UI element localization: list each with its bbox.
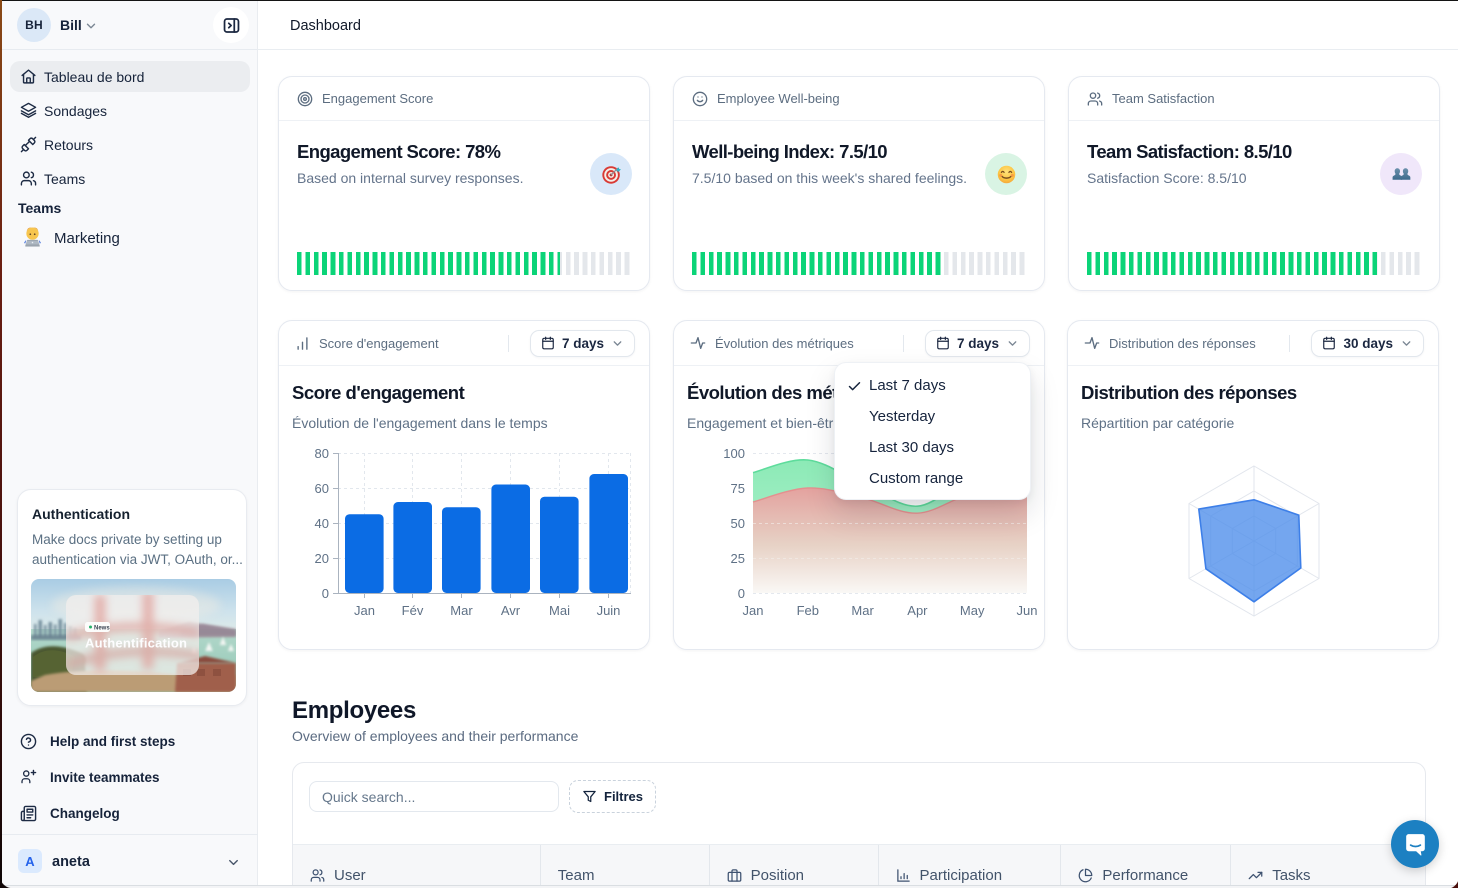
svg-text:Fév: Fév <box>402 603 424 618</box>
svg-text:50: 50 <box>731 516 745 531</box>
svg-text:80: 80 <box>315 446 329 461</box>
svg-text:75: 75 <box>731 481 745 496</box>
svg-text:Mar: Mar <box>851 603 874 618</box>
svg-text:Feb: Feb <box>797 603 819 618</box>
svg-text:Mai: Mai <box>549 603 570 618</box>
svg-text:25: 25 <box>731 551 745 566</box>
svg-text:Jun: Jun <box>1017 603 1038 618</box>
svg-text:0: 0 <box>738 586 745 601</box>
svg-text:Juin: Juin <box>597 603 621 618</box>
svg-text:News: News <box>94 626 110 632</box>
svg-text:Mar: Mar <box>450 603 473 618</box>
svg-text:Jan: Jan <box>743 603 764 618</box>
svg-text:Avr: Avr <box>501 603 521 618</box>
svg-text:0: 0 <box>322 586 329 601</box>
svg-text:60: 60 <box>315 481 329 496</box>
svg-text:Authentification: Authentification <box>85 636 187 651</box>
svg-text:40: 40 <box>315 516 329 531</box>
svg-text:May: May <box>960 603 985 618</box>
svg-text:100: 100 <box>723 446 745 461</box>
svg-text:Jan: Jan <box>354 603 375 618</box>
svg-text:20: 20 <box>315 551 329 566</box>
svg-text:Apr: Apr <box>907 603 928 618</box>
